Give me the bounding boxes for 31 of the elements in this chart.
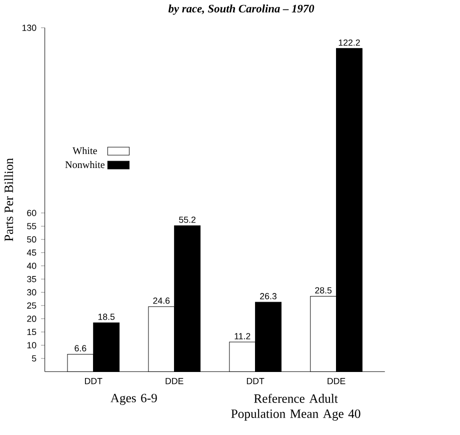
- y-tick-label: 60: [27, 210, 36, 216]
- y-tick-label: 50: [27, 236, 36, 243]
- y-tick-label: 10: [27, 342, 36, 348]
- y-tick-label: 40: [26, 262, 36, 270]
- y-tick-label: 5: [32, 355, 36, 362]
- y-tick-label: 15: [27, 328, 36, 336]
- data-label: 28.5: [315, 287, 332, 294]
- data-label: 26.3: [260, 293, 276, 300]
- x-tick-label: DDE: [166, 378, 184, 384]
- y-tick-label: 130: [22, 24, 36, 31]
- text: Ages 6-9: [110, 394, 157, 405]
- y-tick-label: 25: [27, 302, 36, 309]
- chart-title: by race, South Carolina – 1970: [168, 4, 314, 15]
- y-tick-label: 30: [27, 289, 36, 296]
- legend-label: Nonwhite: [65, 161, 105, 168]
- x-tick-label: DDE: [328, 378, 346, 384]
- data-label: 11.2: [234, 333, 250, 340]
- legend-label: White: [72, 147, 97, 154]
- y-tick-label: 20: [27, 316, 36, 322]
- data-label: 18.5: [98, 314, 115, 320]
- x-tick-label: DDT: [85, 378, 102, 384]
- y-tick-label: 45: [26, 250, 36, 256]
- x-tick-label: DDT: [246, 378, 264, 384]
- data-label: 55.2: [179, 216, 196, 223]
- data-label: 24.6: [153, 298, 170, 304]
- text: Reference Adult Population Mean Age 40: [231, 394, 360, 421]
- data-label: 6.6: [74, 345, 86, 352]
- y-tick-label: 35: [27, 276, 36, 282]
- y-axis-title: Parts Per Billion: [4, 158, 14, 242]
- data-label: 122.2: [338, 40, 360, 46]
- y-tick-label: 55: [27, 223, 36, 230]
